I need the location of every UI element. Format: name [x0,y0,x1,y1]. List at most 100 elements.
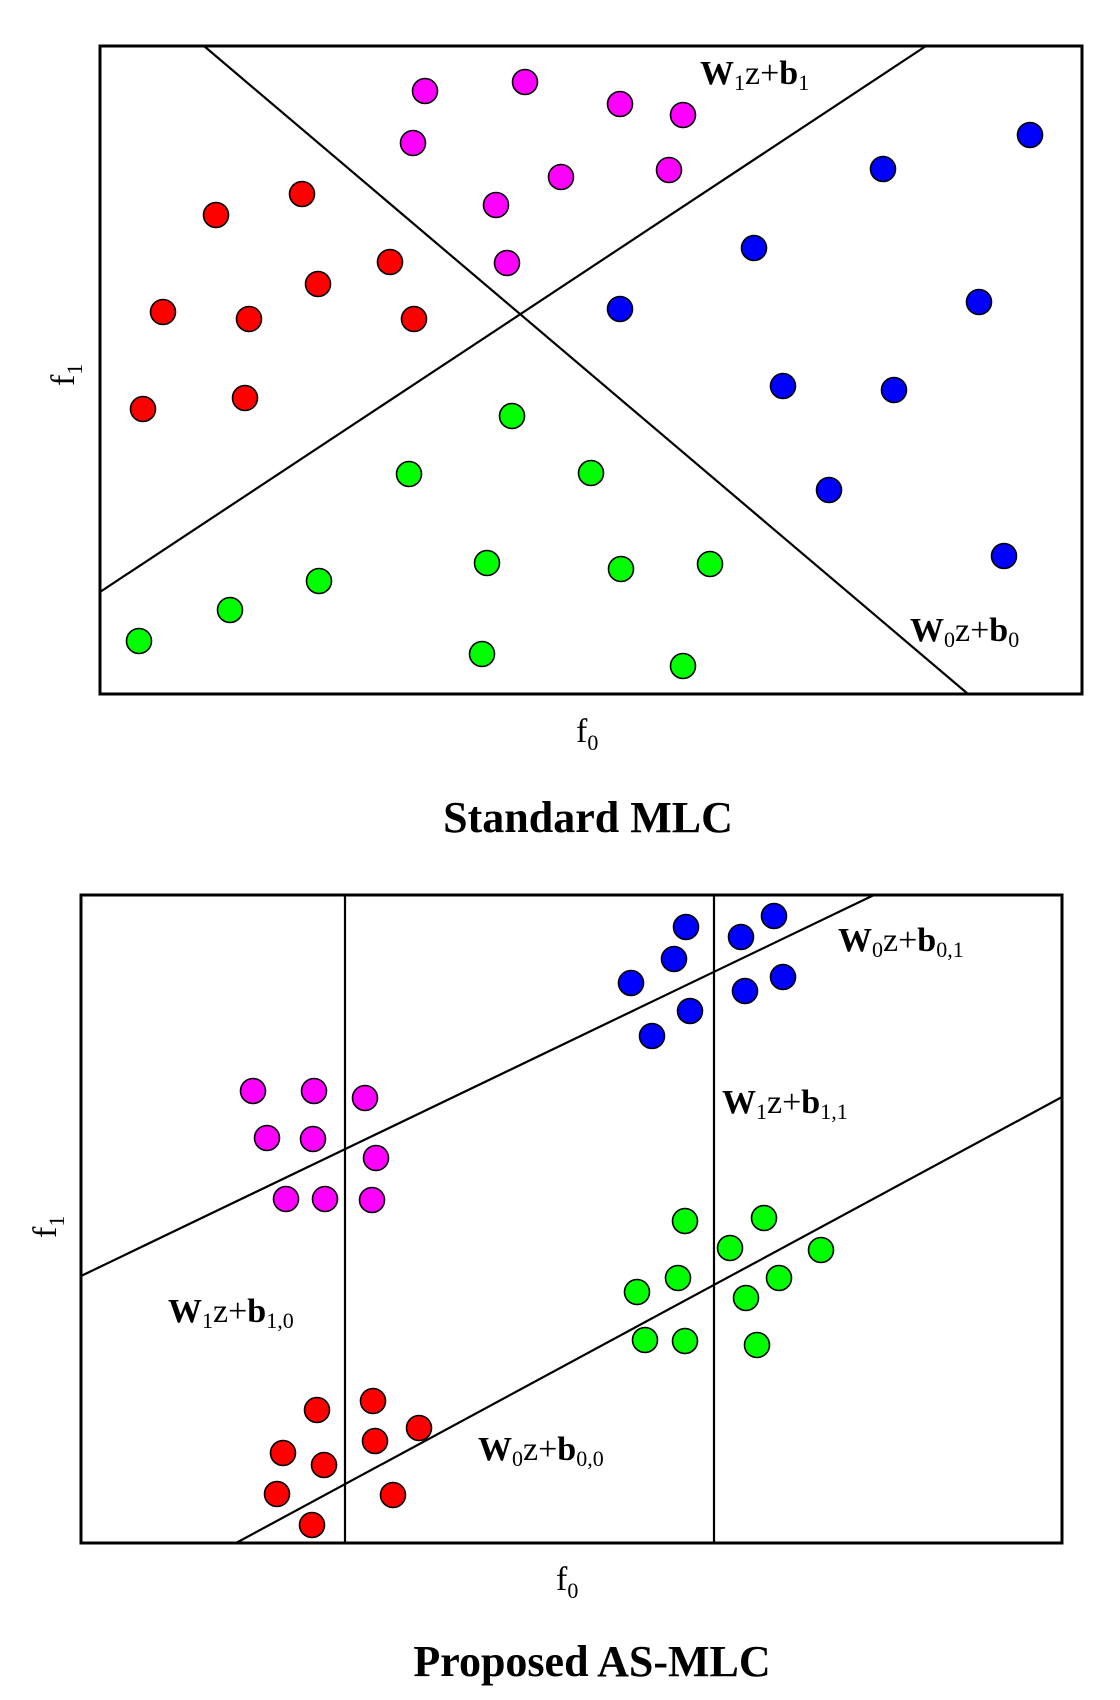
point-magenta [299,1125,327,1153]
point-green [607,555,635,583]
eq-mid: z+ [767,1084,801,1121]
point-green [671,1327,699,1355]
y-axis-label-standard: f1 [45,364,87,386]
point-blue [617,969,645,997]
panel-standard: W1z+b1 W0z+b0 f0 f1 Standard MLC [45,44,1084,842]
point-blue [869,155,897,183]
point-blue [740,234,768,262]
point-red [269,1439,297,1467]
point-blue [815,476,843,504]
point-green [743,1331,771,1359]
point-magenta [358,1186,386,1214]
eq-label-proposed-w1-1: W1z+b1,1 [722,1084,848,1124]
eq-W: W [168,1293,202,1330]
y-axis-sub: 1 [62,364,87,375]
eq-b: b [557,1431,576,1468]
point-blue [660,945,688,973]
eq-label-proposed-w0-0: W0z+b0,0 [478,1431,604,1471]
eq-W-sub: 0 [512,1446,523,1471]
point-green [473,549,501,577]
point-red [231,384,259,412]
point-red [129,395,157,423]
point-red [405,1414,433,1442]
eq-label-proposed-w0-1: W0z+b0,1 [838,922,964,962]
point-green [395,460,423,488]
points-magenta-standard [399,68,697,277]
boundary-line-w1 [99,45,927,593]
point-green [696,550,724,578]
point-green [716,1234,744,1262]
points-red-standard [129,180,428,423]
eq-b-sub: 0,1 [936,937,964,962]
point-magenta [399,129,427,157]
panel-proposed: W0z+b0,1 W1z+b1,1 W1z+b1,0 W0z+b0,0 f0 f… [27,893,1064,1686]
point-green [664,1264,692,1292]
points-magenta-proposed [239,1077,390,1214]
point-magenta [311,1185,339,1213]
point-green [669,652,697,680]
y-axis-base: f [27,1226,64,1238]
point-blue [672,913,700,941]
eq-label-standard-w1: W1z+b1 [700,55,809,95]
point-blue [769,372,797,400]
point-green [125,627,153,655]
x-axis-sub: 0 [567,1578,578,1603]
eq-W: W [478,1431,512,1468]
point-green [765,1264,793,1292]
boundary-line-w0-0 [235,1096,1063,1544]
point-magenta [239,1077,267,1105]
boundary-line-w0-1 [80,894,875,1277]
points-red-proposed [263,1387,433,1539]
point-red [303,1396,331,1424]
point-red [310,1451,338,1479]
point-green [468,640,496,668]
point-blue [676,997,704,1025]
eq-mid: z+ [745,55,779,92]
point-red [379,1481,407,1509]
eq-b: b [247,1293,266,1330]
point-magenta [253,1124,281,1152]
eq-mid: z+ [955,612,989,649]
point-green [807,1236,835,1264]
eq-b-sub: 0 [1008,627,1019,652]
eq-W-sub: 1 [756,1099,767,1124]
point-green [631,1326,659,1354]
eq-W-sub: 1 [202,1308,213,1333]
eq-b-sub: 0,0 [576,1446,604,1471]
point-red [298,1511,326,1539]
point-magenta [669,101,697,129]
point-green [732,1284,760,1312]
point-blue [1016,121,1044,149]
points-green-standard [125,402,724,680]
point-blue [731,977,759,1005]
point-magenta [300,1077,328,1105]
eq-label-proposed-w1-0: W1z+b1,0 [168,1293,294,1333]
eq-b-sub: 1,0 [266,1308,294,1333]
eq-W: W [700,55,734,92]
eq-b: b [779,55,798,92]
point-blue [727,923,755,951]
eq-W: W [838,922,872,959]
point-magenta [606,90,634,118]
eq-mid: z+ [883,922,917,959]
point-magenta [411,77,439,105]
point-red [376,248,404,276]
x-axis-sub: 0 [587,730,598,755]
point-magenta [547,163,575,191]
points-blue-standard [606,121,1044,570]
x-axis-label-standard: f0 [576,713,598,755]
point-blue [760,902,788,930]
point-blue [990,542,1018,570]
panel-title-proposed: Proposed AS-MLC [413,1637,770,1686]
point-red [361,1427,389,1455]
point-blue [769,963,797,991]
points-green-proposed [623,1204,835,1359]
x-axis-base: f [576,713,588,750]
point-green [671,1207,699,1235]
point-green [623,1278,651,1306]
eq-label-standard-w0: W0z+b0 [910,612,1019,652]
point-blue [638,1022,666,1050]
point-green [577,459,605,487]
point-red [304,270,332,298]
